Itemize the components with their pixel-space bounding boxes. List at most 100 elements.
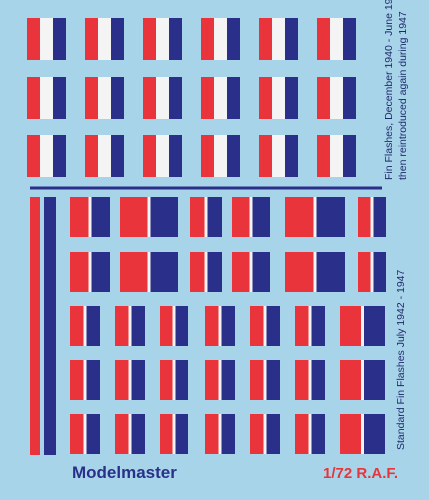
flag-stripe: [111, 135, 124, 177]
flag-stripe: [98, 135, 111, 177]
flag-stripe: [252, 252, 270, 292]
flag-stripe: [128, 414, 132, 454]
long-blue-stripe: [44, 197, 56, 455]
caption-line: Standard Fin Flashes July 1942 - 1947: [395, 269, 407, 450]
flag-stripe: [160, 414, 173, 454]
flag-stripe: [86, 414, 100, 454]
flag-stripe: [131, 306, 145, 346]
flag-stripe: [250, 360, 264, 400]
flag-stripe: [343, 18, 356, 60]
flag-stripe: [221, 306, 235, 346]
flag-stripe: [128, 360, 132, 400]
flag-stripe: [172, 414, 176, 454]
flag-stripe: [364, 306, 385, 346]
flag-stripe: [295, 360, 309, 400]
flag-stripe: [295, 306, 309, 346]
flag-stripe: [201, 135, 214, 177]
flag-stripe: [156, 18, 169, 60]
flag-stripe: [361, 360, 364, 400]
flag-stripe: [221, 360, 235, 400]
flag-stripe: [373, 252, 386, 292]
flag-stripe: [143, 77, 156, 119]
flag-stripe: [40, 77, 53, 119]
flag-stripe: [361, 306, 364, 346]
flag-stripe: [317, 18, 330, 60]
flag-stripe: [70, 360, 84, 400]
flag-stripe: [214, 135, 227, 177]
flag-stripe: [263, 360, 267, 400]
flag-stripe: [308, 414, 312, 454]
flag-stripe: [169, 77, 182, 119]
flag-stripe: [259, 135, 272, 177]
flag-stripe: [358, 197, 371, 237]
flag-stripe: [201, 77, 214, 119]
flag-stripe: [295, 414, 309, 454]
flag-stripe: [263, 306, 267, 346]
flag-stripe: [343, 77, 356, 119]
flag-stripe: [249, 197, 253, 237]
flag-stripe: [214, 18, 227, 60]
flag-stripe: [27, 18, 40, 60]
flag-stripe: [263, 414, 267, 454]
flag-stripe: [91, 197, 110, 237]
flag-stripe: [169, 18, 182, 60]
flag-stripe: [205, 414, 219, 454]
flag-stripe: [285, 197, 314, 237]
caption-top: Fin Flashes, December 1940 - June 1942 t…: [383, 0, 409, 180]
flag-stripe: [190, 197, 205, 237]
flag-stripe: [85, 77, 98, 119]
flag-stripe: [218, 306, 222, 346]
flag-stripe: [147, 252, 151, 292]
flag-stripe: [207, 252, 222, 292]
caption-line: then reintroduced again during 1947: [397, 11, 409, 180]
flag-stripe: [364, 360, 385, 400]
flag-stripe: [250, 306, 264, 346]
flag-stripe: [214, 77, 227, 119]
flag-stripe: [88, 252, 92, 292]
flag-stripe: [249, 252, 253, 292]
long-red-stripe: [30, 197, 40, 455]
flag-stripe: [156, 77, 169, 119]
flag-stripe: [204, 197, 208, 237]
flag-stripe: [128, 306, 132, 346]
flag-stripe: [53, 18, 66, 60]
flag-stripe: [131, 414, 145, 454]
flag-stripe: [115, 360, 129, 400]
flag-stripe: [317, 77, 330, 119]
flag-stripe: [175, 414, 188, 454]
caption-line: Fin Flashes, December 1940 - June 1942: [383, 0, 395, 180]
scale: 1/72 R.A.F.: [323, 465, 398, 482]
flag-stripe: [160, 306, 173, 346]
brand: Modelmaster: [72, 463, 177, 482]
flag-stripe: [120, 252, 148, 292]
flag-stripe: [370, 197, 374, 237]
flag-stripe: [272, 135, 285, 177]
flag-stripe: [311, 414, 325, 454]
flag-stripe: [120, 197, 148, 237]
flag-stripe: [143, 135, 156, 177]
flag-stripe: [53, 77, 66, 119]
flag-stripe: [201, 18, 214, 60]
flag-stripe: [88, 197, 92, 237]
flag-stripe: [83, 414, 87, 454]
flag-stripe: [91, 252, 110, 292]
flag-stripe: [316, 252, 345, 292]
flag-stripe: [285, 77, 298, 119]
caption-bottom: Standard Fin Flashes July 1942 - 1947: [395, 269, 407, 450]
flag-stripe: [259, 18, 272, 60]
flag-stripe: [111, 18, 124, 60]
flag-stripe: [85, 18, 98, 60]
flag-stripe: [340, 360, 361, 400]
flag-stripe: [316, 197, 345, 237]
flag-stripe: [285, 18, 298, 60]
flag-stripe: [311, 306, 325, 346]
flag-stripe: [252, 197, 270, 237]
flag-stripe: [53, 135, 66, 177]
flag-stripe: [207, 197, 222, 237]
flag-stripe: [285, 252, 314, 292]
flag-stripe: [364, 414, 385, 454]
flag-stripe: [150, 197, 178, 237]
flag-stripe: [373, 197, 386, 237]
